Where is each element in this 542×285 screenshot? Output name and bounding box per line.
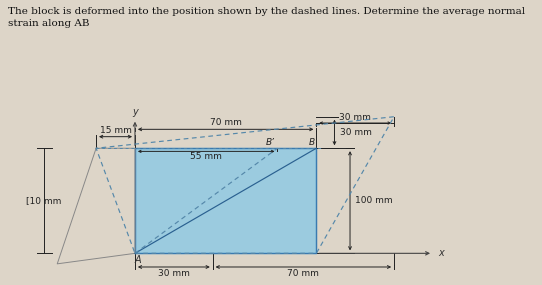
Text: 30 mm: 30 mm — [158, 269, 190, 278]
Text: 70 mm: 70 mm — [287, 269, 319, 278]
Text: The block is deformed into the position shown by the dashed lines. Determine the: The block is deformed into the position … — [8, 7, 525, 28]
Polygon shape — [135, 148, 317, 253]
Text: 15 mm: 15 mm — [100, 126, 132, 135]
Text: 100 mm: 100 mm — [355, 196, 393, 205]
Text: A: A — [134, 255, 141, 265]
Text: y: y — [132, 107, 138, 117]
Text: B: B — [308, 138, 315, 147]
Text: 30 mm: 30 mm — [339, 113, 371, 123]
Text: x: x — [438, 248, 444, 258]
Text: 30 mm: 30 mm — [340, 128, 371, 137]
Text: [10 mm: [10 mm — [26, 196, 62, 205]
Text: 70 mm: 70 mm — [210, 118, 242, 127]
Text: B’: B’ — [266, 138, 275, 147]
Text: 55 mm: 55 mm — [190, 152, 222, 161]
